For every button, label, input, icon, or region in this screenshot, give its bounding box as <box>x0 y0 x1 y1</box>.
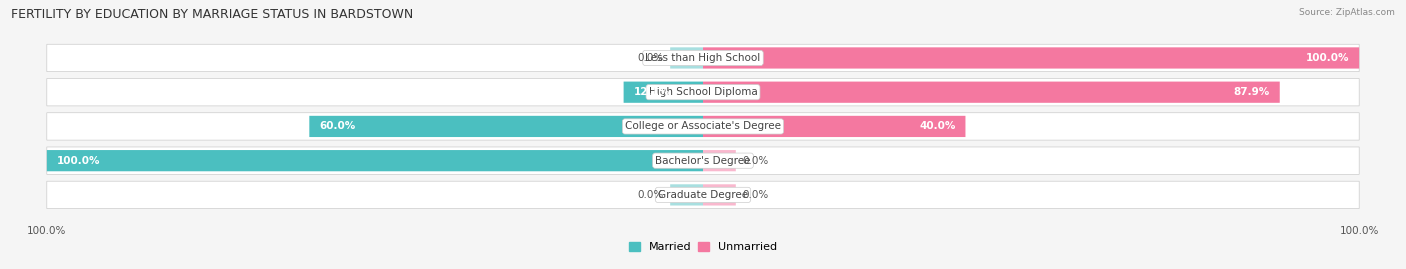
FancyBboxPatch shape <box>46 150 703 171</box>
Legend: Married, Unmarried: Married, Unmarried <box>624 237 782 256</box>
Text: 0.0%: 0.0% <box>742 156 769 166</box>
Text: 40.0%: 40.0% <box>920 121 956 132</box>
Text: 0.0%: 0.0% <box>637 53 664 63</box>
Text: Graduate Degree: Graduate Degree <box>658 190 748 200</box>
FancyBboxPatch shape <box>46 44 1360 72</box>
Text: 100.0%: 100.0% <box>56 156 100 166</box>
Text: Source: ZipAtlas.com: Source: ZipAtlas.com <box>1299 8 1395 17</box>
FancyBboxPatch shape <box>703 150 735 171</box>
FancyBboxPatch shape <box>309 116 703 137</box>
FancyBboxPatch shape <box>703 184 735 206</box>
FancyBboxPatch shape <box>703 47 1360 69</box>
Text: 0.0%: 0.0% <box>742 190 769 200</box>
Text: 100.0%: 100.0% <box>1306 53 1350 63</box>
FancyBboxPatch shape <box>46 181 1360 208</box>
Text: 0.0%: 0.0% <box>637 190 664 200</box>
Text: 60.0%: 60.0% <box>319 121 356 132</box>
Text: Less than High School: Less than High School <box>645 53 761 63</box>
Text: FERTILITY BY EDUCATION BY MARRIAGE STATUS IN BARDSTOWN: FERTILITY BY EDUCATION BY MARRIAGE STATU… <box>11 8 413 21</box>
FancyBboxPatch shape <box>703 82 1279 103</box>
FancyBboxPatch shape <box>46 113 1360 140</box>
FancyBboxPatch shape <box>624 82 703 103</box>
FancyBboxPatch shape <box>46 79 1360 106</box>
Text: 87.9%: 87.9% <box>1233 87 1270 97</box>
Text: High School Diploma: High School Diploma <box>648 87 758 97</box>
FancyBboxPatch shape <box>671 184 703 206</box>
FancyBboxPatch shape <box>671 47 703 69</box>
FancyBboxPatch shape <box>46 147 1360 174</box>
Text: Bachelor's Degree: Bachelor's Degree <box>655 156 751 166</box>
Text: 12.1%: 12.1% <box>634 87 669 97</box>
Text: College or Associate's Degree: College or Associate's Degree <box>626 121 780 132</box>
FancyBboxPatch shape <box>703 116 966 137</box>
